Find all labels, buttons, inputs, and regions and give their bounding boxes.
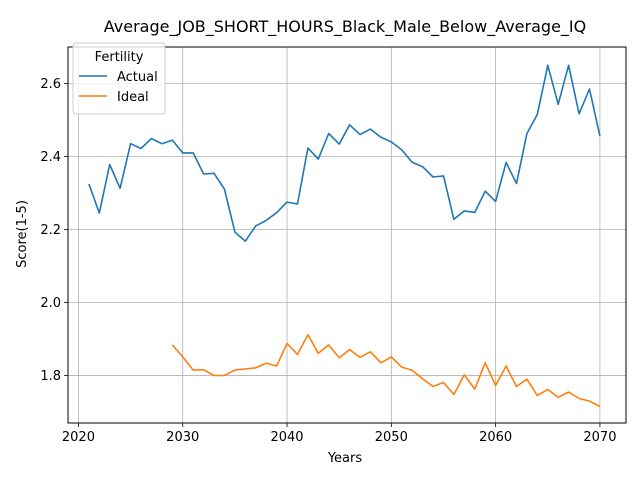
series-line-actual [88,64,601,242]
legend-title: Fertility [95,50,144,65]
x-axis-label: Years [327,451,363,466]
x-tick-label: 2070 [583,430,616,445]
y-tick-label: 2.0 [40,296,61,311]
y-tick-label: 2.2 [40,223,61,238]
legend-label-actual: Actual [117,70,158,85]
x-tick-label: 2060 [479,430,512,445]
x-tick-label: 2020 [62,430,95,445]
chart-title: Average_JOB_SHORT_HOURS_Black_Male_Below… [104,17,586,37]
y-tick-label: 1.8 [40,369,61,384]
legend: Fertility Actual Ideal [72,42,166,115]
y-tick-label: 2.4 [40,150,61,165]
plot-area-frame [67,46,627,424]
x-tick-label: 2040 [270,430,303,445]
legend-label-ideal: Ideal [117,90,149,105]
axis-ticks: 2020 2030 2040 2050 2060 2070 1.8 2.0 2.2 2.4 2.6 [40,77,616,445]
series-line-ideal [171,333,601,408]
x-tick-label: 2030 [166,430,199,445]
y-axis-label: Score(1-5) [15,200,30,268]
x-tick-label: 2050 [375,430,408,445]
y-tick-label: 2.6 [40,77,61,92]
series-lines [88,64,601,408]
grid [68,47,626,423]
